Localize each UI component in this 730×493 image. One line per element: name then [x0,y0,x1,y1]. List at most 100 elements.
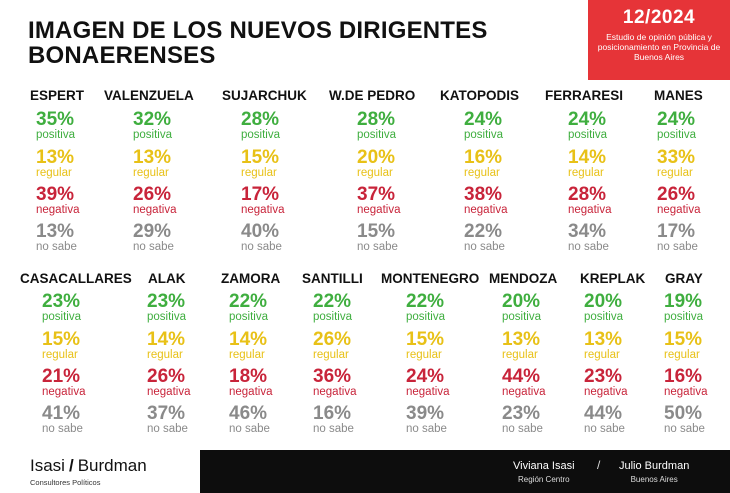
politician-name-label: SANTILLI [302,271,363,286]
date-label: 12/2024 [622,7,696,28]
rating-no-sabe: 16% no sabe [313,404,354,435]
rating-negativa: 39% negativa [36,185,79,216]
rating-positiva: 22% positiva [229,292,268,323]
person-2-region: Buenos Aires [630,475,678,484]
rating-negativa: 16% negativa [664,367,707,398]
no-sabe-value: 46% [229,403,268,424]
footer-person-1: Viviana Isasi Región Centro [513,460,575,484]
rating-no-sabe: 50% no sabe [664,404,705,435]
rating-negativa: 18% negativa [229,367,272,398]
politician-name-label: MONTENEGRO [381,271,480,286]
negativa-label: negativa [464,204,508,216]
regular-value: 20% [357,147,396,168]
regular-value: 15% [406,329,445,350]
no-sabe-label: no sabe [42,423,83,435]
regular-value: 14% [568,147,607,168]
rating-no-sabe: 29% no sabe [133,222,174,253]
regular-value: 13% [133,147,172,168]
regular-value: 14% [229,329,268,350]
positiva-label: positiva [584,311,623,323]
no-sabe-label: no sabe [464,241,505,253]
negativa-label: negativa [657,204,701,216]
regular-label: regular [36,167,72,179]
regular-label: regular [584,349,620,361]
rating-regular: 16% regular [464,148,502,179]
positiva-value: 19% [664,291,703,312]
rating-regular: 14% regular [229,330,267,361]
negativa-label: negativa [568,204,612,216]
negativa-value: 24% [406,366,445,387]
no-sabe-value: 22% [464,221,503,242]
study-description: Estudio de opinión pública y posicionami… [597,32,721,62]
no-sabe-value: 17% [657,221,696,242]
footer-bar: Viviana Isasi Región Centro / Julio Burd… [200,450,730,493]
rating-negativa: 36% negativa [313,367,356,398]
no-sabe-value: 34% [568,221,607,242]
no-sabe-value: 41% [42,403,81,424]
regular-label: regular [664,349,700,361]
positiva-label: positiva [147,311,186,323]
regular-value: 13% [36,147,75,168]
positiva-label: positiva [133,129,172,141]
negativa-label: negativa [357,204,401,216]
regular-label: regular [229,349,265,361]
no-sabe-value: 44% [584,403,623,424]
positiva-label: positiva [568,129,607,141]
rating-no-sabe: 13% no sabe [36,222,77,253]
rating-regular: 15% regular [241,148,279,179]
negativa-value: 26% [657,184,696,205]
regular-label: regular [357,167,393,179]
regular-value: 26% [313,329,352,350]
regular-label: regular [406,349,442,361]
negativa-value: 17% [241,184,280,205]
politician-name-label: SUJARCHUK [222,88,307,103]
no-sabe-label: no sabe [406,423,447,435]
no-sabe-label: no sabe [36,241,77,253]
rating-no-sabe: 34% no sabe [568,222,609,253]
rating-negativa: 26% negativa [133,185,176,216]
negativa-label: negativa [664,386,708,398]
rating-no-sabe: 15% no sabe [357,222,398,253]
regular-label: regular [42,349,78,361]
positiva-value: 24% [657,109,696,130]
regular-value: 13% [502,329,541,350]
rating-no-sabe: 46% no sabe [229,404,270,435]
politician-name-label: CASACALLARES [20,271,132,286]
negativa-label: negativa [406,386,450,398]
rating-positiva: 20% positiva [502,292,541,323]
politician-name-label: GRAY [665,271,703,286]
rating-regular: 13% regular [584,330,622,361]
positiva-value: 22% [229,291,268,312]
rating-negativa: 28% negativa [568,185,611,216]
no-sabe-label: no sabe [657,241,698,253]
rating-regular: 33% regular [657,148,695,179]
no-sabe-value: 16% [313,403,352,424]
positiva-value: 20% [584,291,623,312]
negativa-label: negativa [229,386,273,398]
no-sabe-value: 23% [502,403,541,424]
brand-logo: Isasi / Burdman Consultores Políticos [30,456,147,487]
rating-negativa: 26% negativa [147,367,190,398]
rating-positiva: 23% positiva [42,292,81,323]
regular-label: regular [568,167,604,179]
negativa-label: negativa [42,386,86,398]
positiva-value: 24% [464,109,503,130]
positiva-label: positiva [664,311,703,323]
positiva-value: 35% [36,109,75,130]
rating-positiva: 24% positiva [568,110,607,141]
politician-name-label: KREPLAK [580,271,646,286]
rating-positiva: 23% positiva [147,292,186,323]
positiva-label: positiva [36,129,75,141]
regular-label: regular [147,349,183,361]
rating-negativa: 24% negativa [406,367,449,398]
no-sabe-value: 50% [664,403,703,424]
negativa-value: 23% [584,366,623,387]
negativa-label: negativa [36,204,80,216]
rating-negativa: 17% negativa [241,185,284,216]
person-1-name: Viviana Isasi [513,460,575,472]
negativa-value: 39% [36,184,75,205]
politician-name-label: MANES [654,88,703,103]
regular-value: 15% [42,329,81,350]
positiva-label: positiva [502,311,541,323]
rating-positiva: 28% positiva [241,110,280,141]
